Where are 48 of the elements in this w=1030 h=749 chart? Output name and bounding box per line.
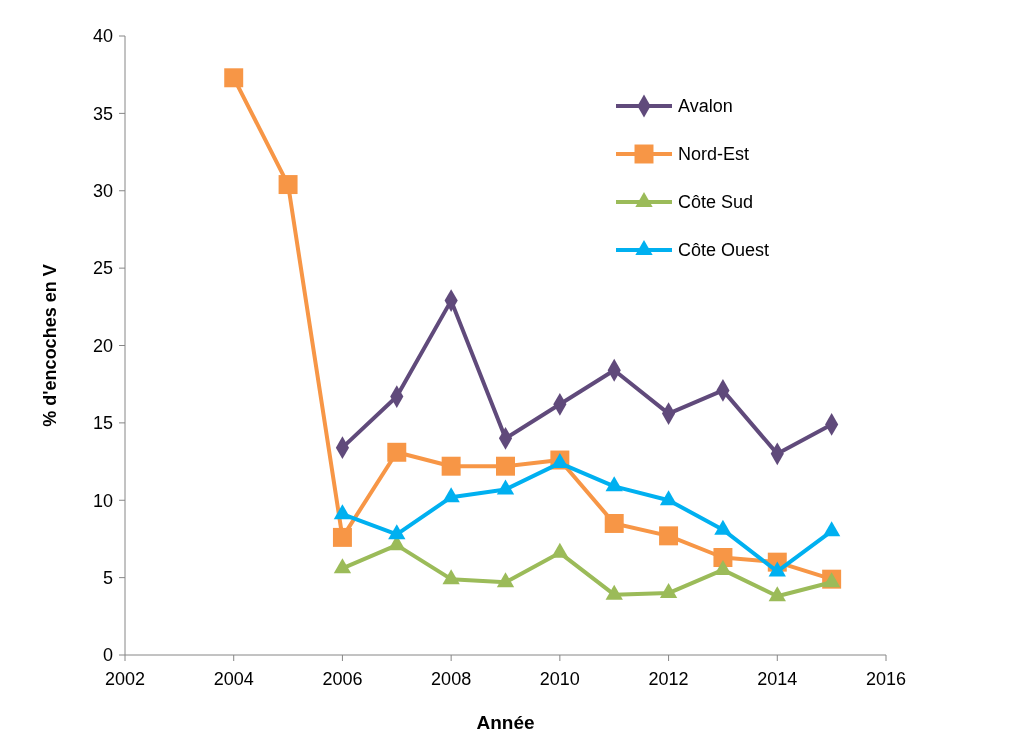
x-tick-label: 2008 <box>431 669 472 689</box>
point <box>496 479 515 495</box>
point <box>388 524 406 540</box>
point <box>441 456 461 476</box>
point <box>333 558 352 574</box>
point <box>605 584 623 600</box>
y-tick-label: 20 <box>92 335 113 356</box>
point <box>333 504 352 520</box>
point <box>604 513 624 533</box>
point <box>768 561 786 577</box>
point <box>442 487 460 503</box>
point <box>496 456 515 476</box>
point <box>714 519 732 535</box>
x-axis-title: Année <box>476 712 535 733</box>
x-tick-label: 2016 <box>865 669 907 689</box>
x-tick-label: 2014 <box>757 669 798 689</box>
y-tick-label: 10 <box>92 490 113 511</box>
point <box>496 572 515 588</box>
y-tick-label: 30 <box>92 181 113 202</box>
point <box>551 542 569 558</box>
x-tick-label: 2012 <box>648 669 689 689</box>
point <box>822 521 841 537</box>
x-tick-label: 2002 <box>104 669 146 689</box>
y-tick-label: 0 <box>102 645 113 666</box>
y-tick-label: 5 <box>102 567 113 588</box>
y-tick-label: 40 <box>92 26 113 47</box>
x-tick-label: 2010 <box>539 669 580 689</box>
point <box>768 586 786 602</box>
point <box>659 526 679 546</box>
point <box>713 548 733 567</box>
point <box>714 559 732 575</box>
point <box>278 175 298 195</box>
y-tick-label: 35 <box>92 103 113 124</box>
x-tick-label: 2004 <box>213 669 254 689</box>
point <box>605 476 623 492</box>
y-tick-label: 25 <box>92 258 113 279</box>
legend-label: Côte Sud <box>678 192 754 213</box>
point <box>387 442 407 462</box>
point <box>442 569 460 585</box>
legend-label: Côte Ouest <box>678 240 770 261</box>
point <box>659 583 678 599</box>
y-tick-label: 15 <box>92 413 113 434</box>
x-tick-label: 2006 <box>322 669 363 689</box>
point <box>332 527 352 547</box>
y-axis-title: % d'encoches en V <box>40 264 60 427</box>
legend-label: Avalon <box>678 96 733 117</box>
legend-label: Nord-Est <box>678 144 750 165</box>
point <box>659 490 678 506</box>
